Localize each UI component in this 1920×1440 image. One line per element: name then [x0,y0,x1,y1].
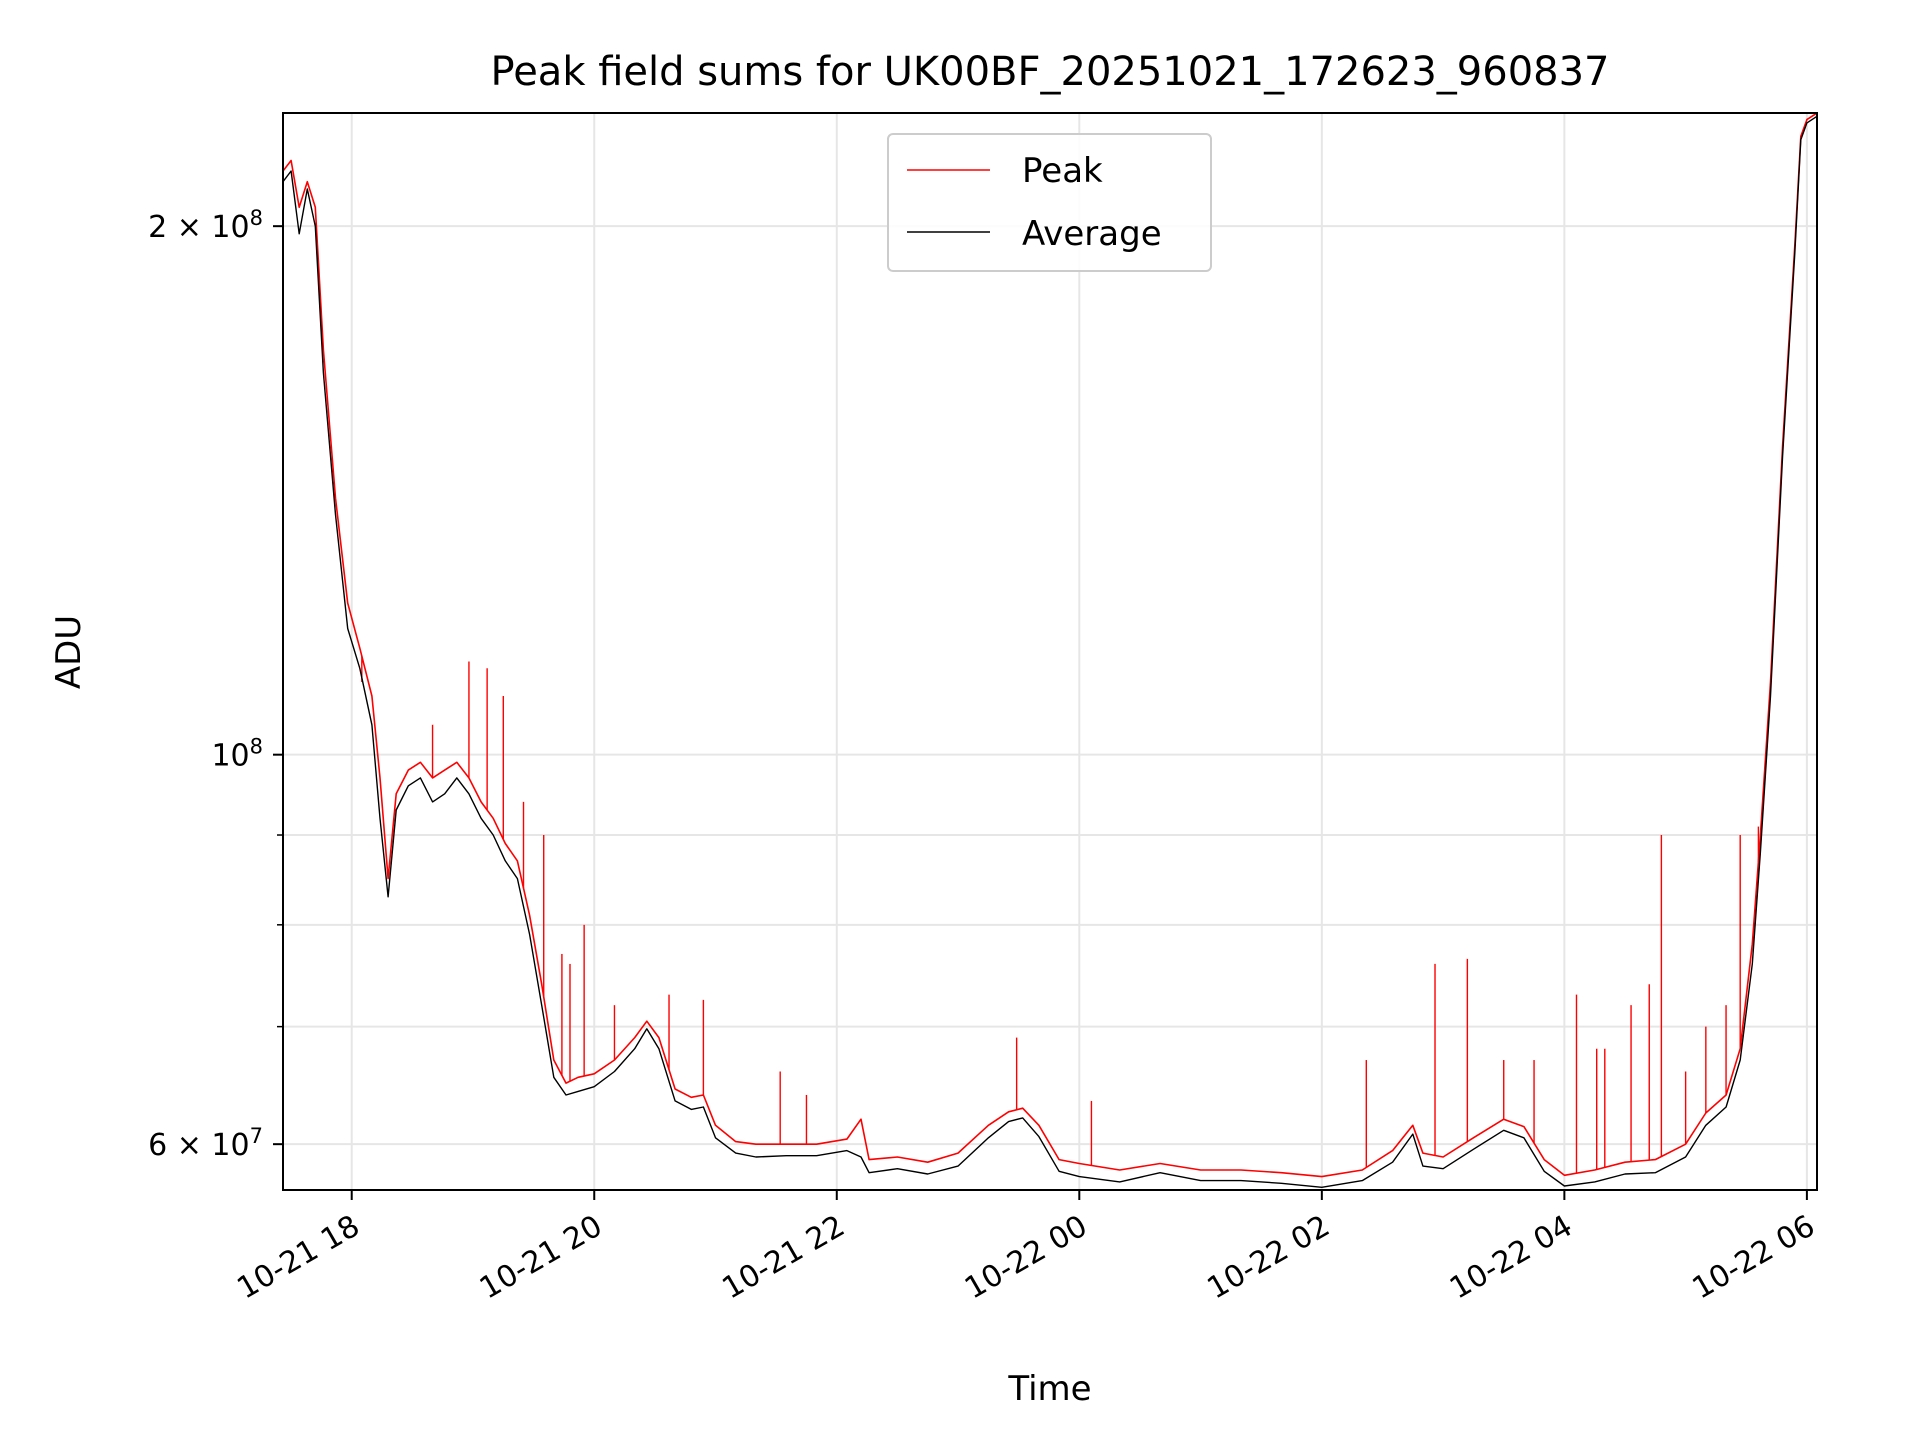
x-tick-label: 10-22 06 [1687,1209,1821,1307]
x-tick-label: 10-22 02 [1202,1209,1336,1307]
series-line-peak [283,113,1817,1178]
x-axis-label: Time [1007,1369,1091,1409]
y-axis-label: ADU [49,615,89,689]
plot-area [283,113,1817,1189]
x-tick-label: 10-22 04 [1444,1209,1578,1307]
x-tick-label: 10-22 00 [959,1209,1093,1307]
x-tick-label: 10-21 22 [716,1209,850,1307]
legend-box [887,133,1212,272]
chart-title: Peak field sums for UK00BF_20251021_1726… [491,49,1610,95]
legend: Peak Average [887,133,1212,272]
series-layer [283,113,1817,1189]
x-tick-label: 10-21 20 [474,1209,608,1307]
y-tick-label: 2 × 108 [148,206,263,245]
legend-label-average: Average [1022,214,1162,254]
axes-frame [282,112,1818,1191]
y-tick-label: 6 × 107 [148,1124,263,1163]
x-tick-label: 10-21 18 [231,1209,365,1307]
series-line-average [283,115,1817,1189]
grid-layer [283,113,1817,1190]
legend-label-peak: Peak [1022,151,1103,191]
y-tick-label: 108 [211,735,263,774]
